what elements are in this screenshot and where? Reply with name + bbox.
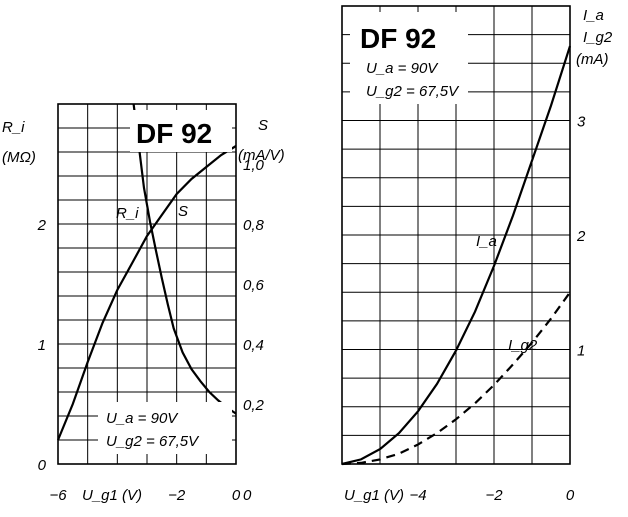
chart-right: −4 −2 0 1 2 3 DF 92 U_a = 90V U_g2 = 67,5V I_… — [341, 5, 613, 504]
right-y-tick-label: 2 — [576, 228, 586, 245]
left-series-label-s: S — [178, 203, 188, 220]
right-condition-ug2: U_g2 = 67,5V — [366, 83, 460, 100]
right-y-tick-label-s: 1,0 — [243, 157, 265, 174]
right-chart-title: DF 92 — [360, 23, 436, 54]
right-y-tick-label-s: 0,2 — [243, 397, 265, 414]
right-series-ig2-line — [341, 291, 571, 466]
left-y-tick-label: 2 — [37, 217, 47, 234]
right-y-tick-label-s: 0,8 — [243, 217, 265, 234]
right-yaxis-label-ig2: I_g2 — [583, 29, 613, 46]
left-x-tick-label: −6 — [49, 487, 67, 504]
right-y-tick-label-s: 0,6 — [243, 277, 265, 294]
left-yaxis-unit: (MΩ) — [2, 149, 36, 166]
right-x-tick-label: −4 — [409, 487, 426, 504]
right-title-bg — [350, 12, 468, 104]
left-y-tick-label: 1 — [38, 337, 46, 354]
right-y-tick-label: 1 — [577, 343, 585, 360]
right-y-tick-label: 3 — [577, 114, 586, 131]
right-condition-ua: U_a = 90V — [366, 60, 439, 77]
right-y-tick-label-s: 0,4 — [243, 337, 264, 354]
right-yaxis-unit-ma: (mA) — [576, 51, 609, 68]
left-xaxis-label: U_g1 (V) — [82, 487, 142, 504]
left-title-bg — [130, 110, 232, 152]
right-x-tick-label: −2 — [485, 487, 503, 504]
right-series-label-ia: I_a — [476, 233, 497, 250]
left-x-tick-label: −2 — [168, 487, 186, 504]
right-yaxis-label-s: S — [258, 117, 268, 134]
left-condition-ug2: U_g2 = 67,5V — [106, 433, 200, 450]
right-yaxis-label-ia: I_a — [583, 7, 604, 24]
left-series-ri-line — [132, 103, 237, 415]
right-xaxis-label: U_g1 (V) — [344, 487, 404, 504]
right-series-label-ig2: I_g2 — [508, 337, 538, 354]
left-plot-frame — [57, 103, 237, 465]
right-y-tick-label-s-zero: 0 — [243, 487, 252, 504]
right-plot-frame — [341, 5, 571, 465]
left-y-tick-label: 0 — [38, 457, 47, 474]
left-series-label-ri: R_i — [116, 205, 139, 222]
left-chart-title: DF 92 — [136, 118, 212, 149]
left-series-s-line — [56, 145, 237, 441]
left-yaxis-label: R_i — [2, 119, 25, 136]
left-x-tick-label: 0 — [232, 487, 241, 504]
left-conditions-bg — [98, 402, 232, 454]
left-condition-ua: U_a = 90V — [106, 410, 179, 427]
right-x-tick-label: 0 — [566, 487, 575, 504]
right-yaxis-unit-s: (mA/V) — [238, 147, 285, 164]
right-series-ia-line — [341, 45, 572, 466]
